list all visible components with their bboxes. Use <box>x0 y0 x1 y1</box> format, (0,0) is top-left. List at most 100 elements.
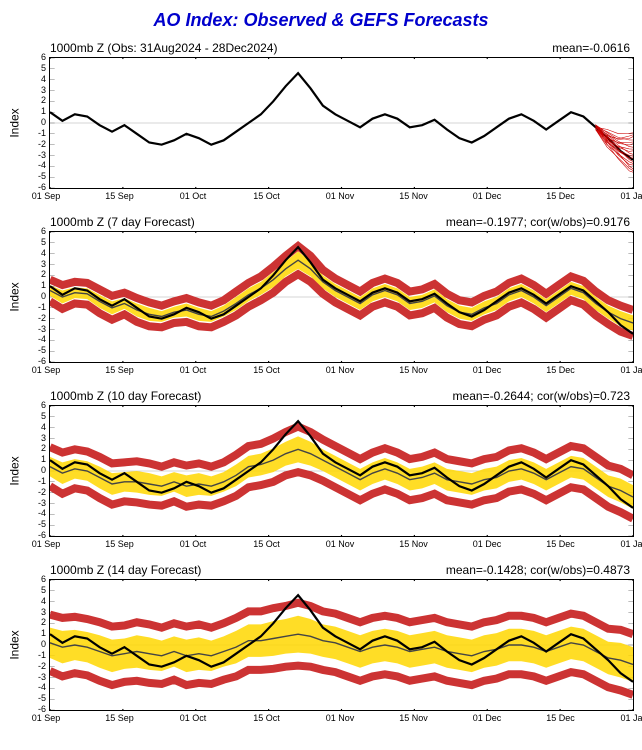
x-tick: 15 Dec <box>546 713 575 723</box>
panel-stats: mean=-0.0616 <box>552 41 630 55</box>
plot-area <box>49 57 634 189</box>
x-tick: 01 Oct <box>180 539 207 549</box>
y-tick: 5 <box>41 585 46 595</box>
y-tick: 0 <box>41 291 46 301</box>
y-axis-label: Index <box>8 630 22 659</box>
x-tick: 15 Dec <box>546 365 575 375</box>
chart-panel-f7: 1000mb Z (7 day Forecast) mean=-0.1977; c… <box>8 215 634 377</box>
x-tick: 15 Nov <box>399 365 428 375</box>
y-tick: 6 <box>41 574 46 584</box>
y-tick: -2 <box>38 313 46 323</box>
y-tick: 0 <box>41 639 46 649</box>
y-tick: -4 <box>38 334 46 344</box>
y-tick: 5 <box>41 237 46 247</box>
page-title: AO Index: Observed & GEFS Forecasts <box>8 10 634 31</box>
y-tick: 6 <box>41 226 46 236</box>
x-tick: 15 Dec <box>546 539 575 549</box>
x-tick: 01 Dec <box>473 713 502 723</box>
panel-stats: mean=-0.1428; cor(w/obs)=0.4873 <box>446 563 630 577</box>
x-tick: 01 Jan <box>620 539 642 549</box>
y-tick: -3 <box>38 324 46 334</box>
y-tick: 5 <box>41 411 46 421</box>
y-tick: 1 <box>41 280 46 290</box>
y-tick: 3 <box>41 607 46 617</box>
x-tick: 15 Oct <box>253 365 280 375</box>
y-tick: 3 <box>41 85 46 95</box>
y-tick: 0 <box>41 117 46 127</box>
x-tick: 01 Jan <box>620 713 642 723</box>
x-tick: 01 Dec <box>473 539 502 549</box>
y-tick: -2 <box>38 661 46 671</box>
y-tick: 1 <box>41 106 46 116</box>
y-axis-label: Index <box>8 456 22 485</box>
y-tick: -4 <box>38 682 46 692</box>
y-tick: 4 <box>41 596 46 606</box>
y-tick: 2 <box>41 269 46 279</box>
x-tick: 01 Nov <box>326 191 355 201</box>
y-tick: 2 <box>41 95 46 105</box>
y-tick: -5 <box>38 693 46 703</box>
y-tick: 6 <box>41 52 46 62</box>
y-tick: -1 <box>38 650 46 660</box>
plot-area <box>49 231 634 363</box>
y-tick: -2 <box>38 487 46 497</box>
x-tick: 01 Nov <box>326 713 355 723</box>
y-tick: -5 <box>38 345 46 355</box>
x-tick: 01 Sep <box>32 539 61 549</box>
x-tick: 01 Nov <box>326 365 355 375</box>
x-tick: 15 Oct <box>253 539 280 549</box>
y-tick: 1 <box>41 628 46 638</box>
x-tick: 01 Dec <box>473 365 502 375</box>
panels-container: 1000mb Z (Obs: 31Aug2024 - 28Dec2024) mea… <box>8 41 634 725</box>
y-axis-label: Index <box>8 282 22 311</box>
y-tick: 5 <box>41 63 46 73</box>
y-tick: 1 <box>41 454 46 464</box>
x-tick: 01 Nov <box>326 539 355 549</box>
x-tick: 01 Jan <box>620 191 642 201</box>
x-tick: 15 Sep <box>105 191 134 201</box>
x-tick: 01 Oct <box>180 713 207 723</box>
chart-panel-f14: 1000mb Z (14 day Forecast) mean=-0.1428; … <box>8 563 634 725</box>
x-tick: 15 Dec <box>546 191 575 201</box>
y-tick: -4 <box>38 160 46 170</box>
x-tick: 15 Oct <box>253 191 280 201</box>
y-tick: -2 <box>38 139 46 149</box>
x-tick: 15 Nov <box>399 191 428 201</box>
y-tick: -1 <box>38 302 46 312</box>
x-tick: 15 Oct <box>253 713 280 723</box>
panel-stats: mean=-0.1977; cor(w/obs)=0.9176 <box>446 215 630 229</box>
x-tick: 15 Sep <box>105 365 134 375</box>
x-tick: 01 Dec <box>473 191 502 201</box>
y-tick: 2 <box>41 617 46 627</box>
chart-panel-f10: 1000mb Z (10 day Forecast) mean=-0.2644; … <box>8 389 634 551</box>
y-tick: -3 <box>38 498 46 508</box>
panel-stats: mean=-0.2644; cor(w/obs)=0.723 <box>453 389 630 403</box>
y-tick: -3 <box>38 672 46 682</box>
x-tick: 15 Sep <box>105 539 134 549</box>
panel-subtitle: 1000mb Z (14 day Forecast) <box>50 563 201 577</box>
x-tick: 01 Oct <box>180 365 207 375</box>
x-tick: 01 Sep <box>32 191 61 201</box>
y-tick: -4 <box>38 508 46 518</box>
x-tick: 15 Nov <box>399 713 428 723</box>
panel-subtitle: 1000mb Z (Obs: 31Aug2024 - 28Dec2024) <box>50 41 277 55</box>
plot-area <box>49 579 634 711</box>
y-tick: 3 <box>41 259 46 269</box>
y-tick: -3 <box>38 150 46 160</box>
y-axis-label: Index <box>8 108 22 137</box>
y-tick: 4 <box>41 422 46 432</box>
x-tick: 01 Sep <box>32 713 61 723</box>
y-tick: -5 <box>38 171 46 181</box>
y-tick: -1 <box>38 128 46 138</box>
y-tick: -1 <box>38 476 46 486</box>
x-tick: 01 Jan <box>620 365 642 375</box>
panel-subtitle: 1000mb Z (7 day Forecast) <box>50 215 195 229</box>
y-tick: 0 <box>41 465 46 475</box>
y-tick: 6 <box>41 400 46 410</box>
x-tick: 01 Oct <box>180 191 207 201</box>
y-tick: 3 <box>41 433 46 443</box>
panel-subtitle: 1000mb Z (10 day Forecast) <box>50 389 201 403</box>
x-tick: 15 Nov <box>399 539 428 549</box>
plot-area <box>49 405 634 537</box>
y-tick: -5 <box>38 519 46 529</box>
